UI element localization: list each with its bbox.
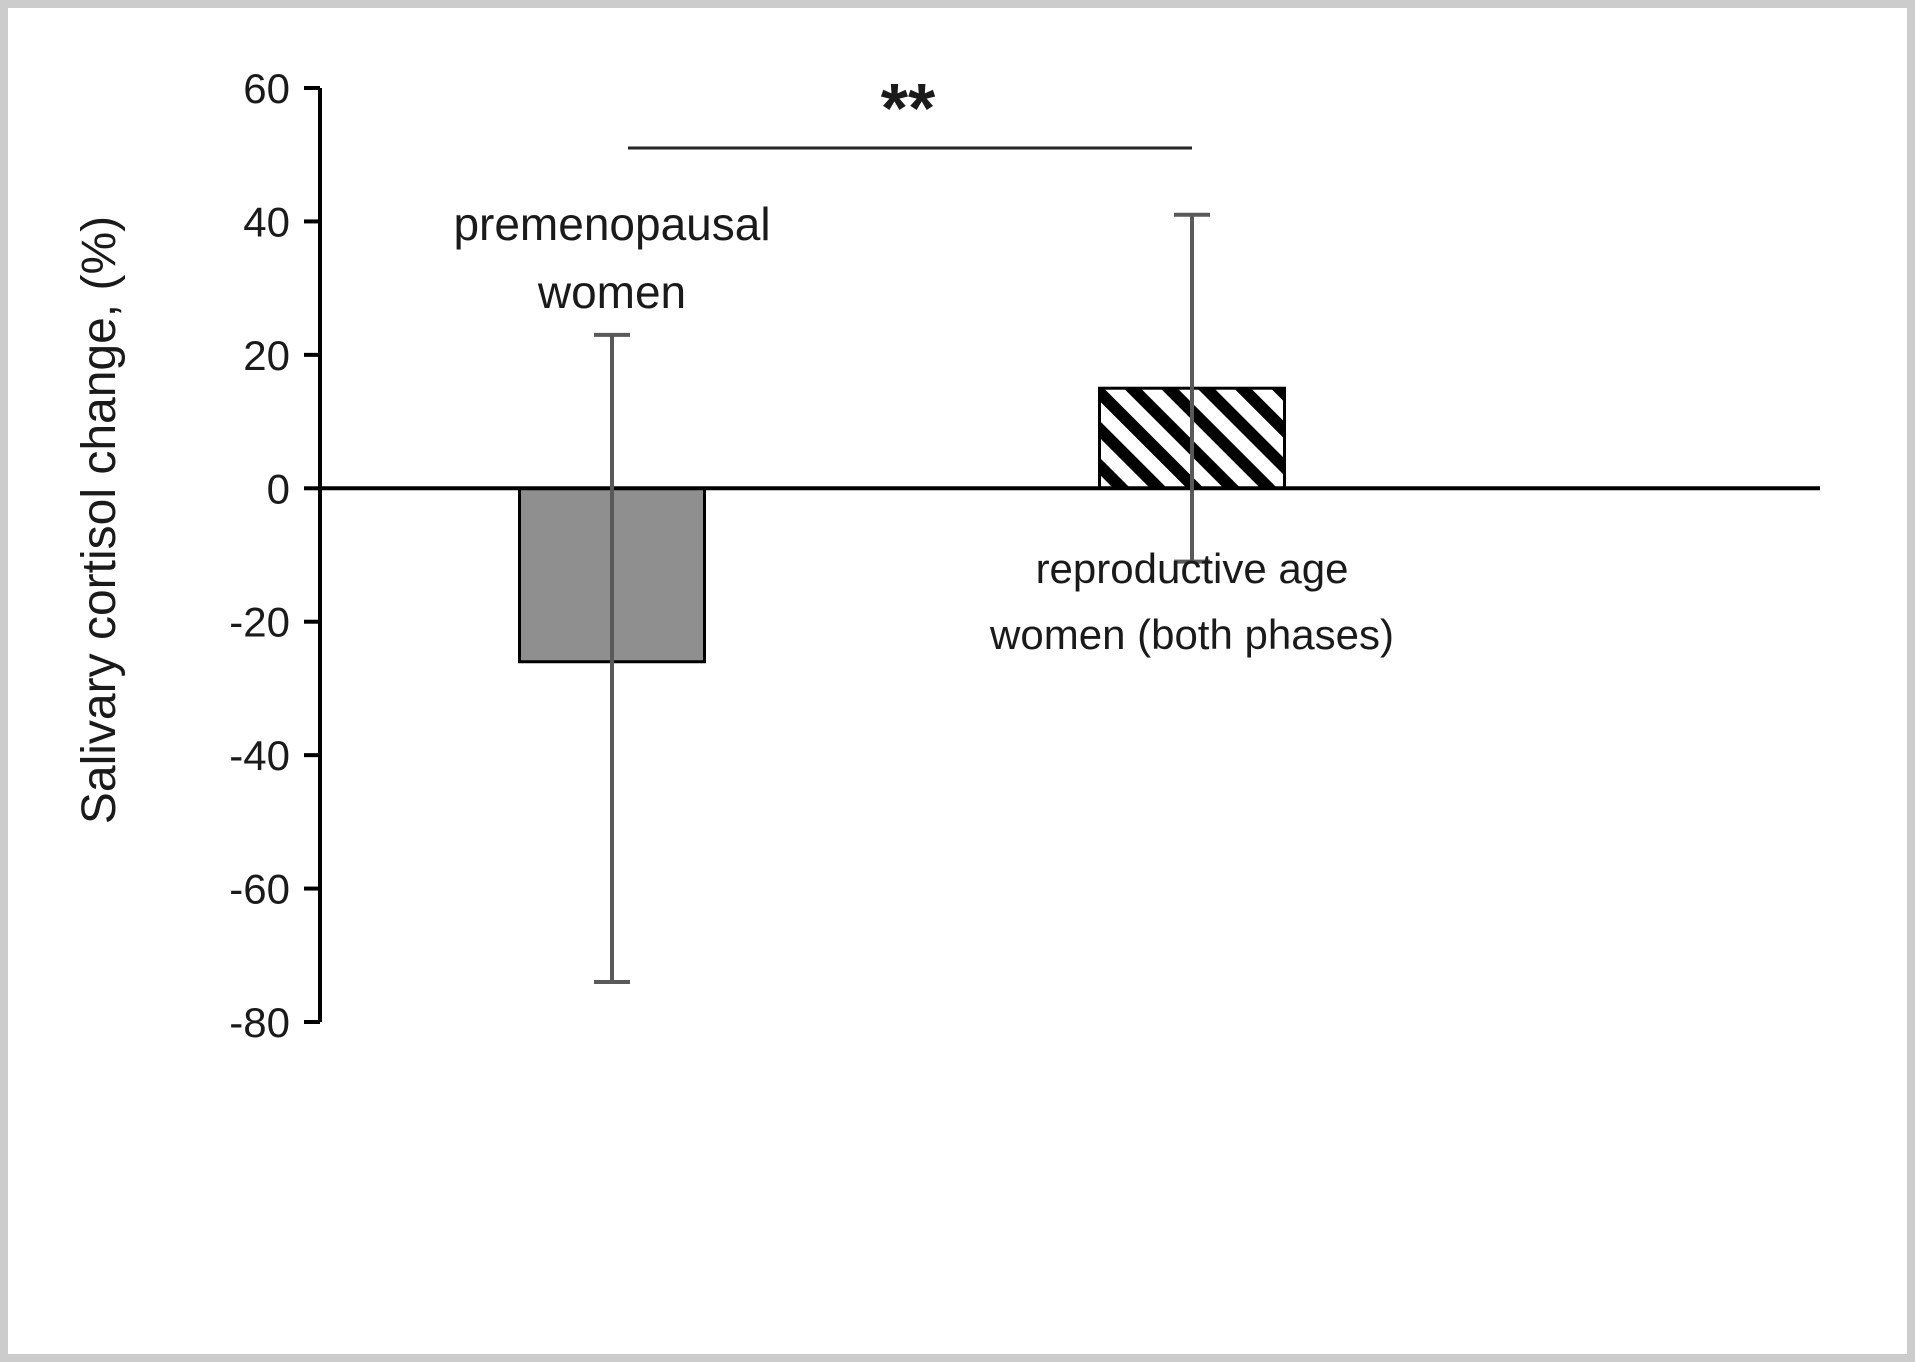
y-tick-label: 0	[267, 465, 290, 512]
y-tick-label: -20	[229, 599, 290, 646]
bar2-label-line1: reproductive age	[1036, 545, 1349, 592]
bar1-label-line2: women	[537, 266, 686, 318]
y-tick-label: 40	[243, 198, 290, 245]
y-tick-label: -80	[229, 999, 290, 1046]
y-tick-label: -40	[229, 732, 290, 779]
chart-svg: 60 40 20 0 -20 -40 -60 -80 premenopausal women …	[73, 65, 1820, 1046]
significance-label: **	[881, 69, 936, 147]
y-axis-title: Salivary cortisol change, (%)	[73, 216, 126, 824]
y-tick-label: 20	[243, 332, 290, 379]
bar2-label-line2: women (both phases)	[989, 611, 1394, 658]
bar1-label-line1: premenopausal	[453, 198, 770, 250]
y-tick-label: -60	[229, 866, 290, 913]
chart-generated: 60 40 20 0 -20 -40 -60 -80	[229, 65, 1820, 1046]
y-tick-label: 60	[243, 65, 290, 112]
